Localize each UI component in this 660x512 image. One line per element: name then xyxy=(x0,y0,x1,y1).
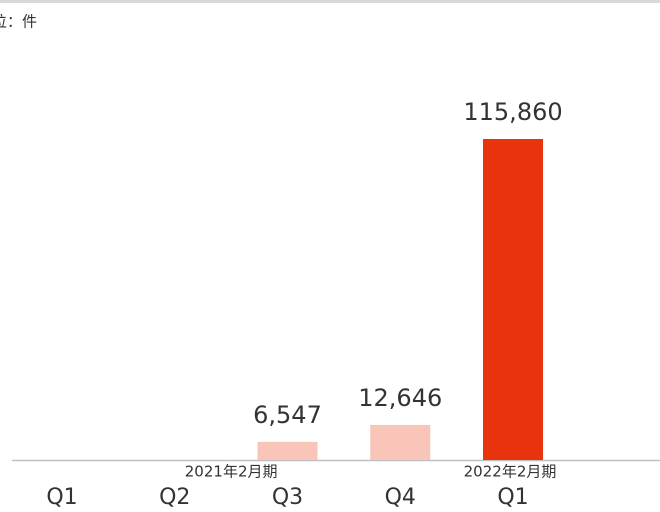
x-tick-label: Q1 xyxy=(46,485,77,510)
bar xyxy=(483,139,543,460)
x-tick-label: Q3 xyxy=(272,485,303,510)
group-label: 2022年2月期 xyxy=(464,463,557,481)
x-tick-label: Q4 xyxy=(385,485,416,510)
value-label: 12,646 xyxy=(358,384,442,412)
bar xyxy=(257,441,318,460)
group-label: 2021年2月期 xyxy=(185,463,278,481)
value-label: 115,860 xyxy=(463,98,562,126)
x-tick-label: Q1 xyxy=(497,485,528,510)
unit-label: 位：件 xyxy=(0,13,37,31)
bar xyxy=(370,424,431,460)
x-tick-label: Q2 xyxy=(159,485,190,510)
top-border xyxy=(0,0,660,3)
value-label: 6,547 xyxy=(253,401,322,429)
